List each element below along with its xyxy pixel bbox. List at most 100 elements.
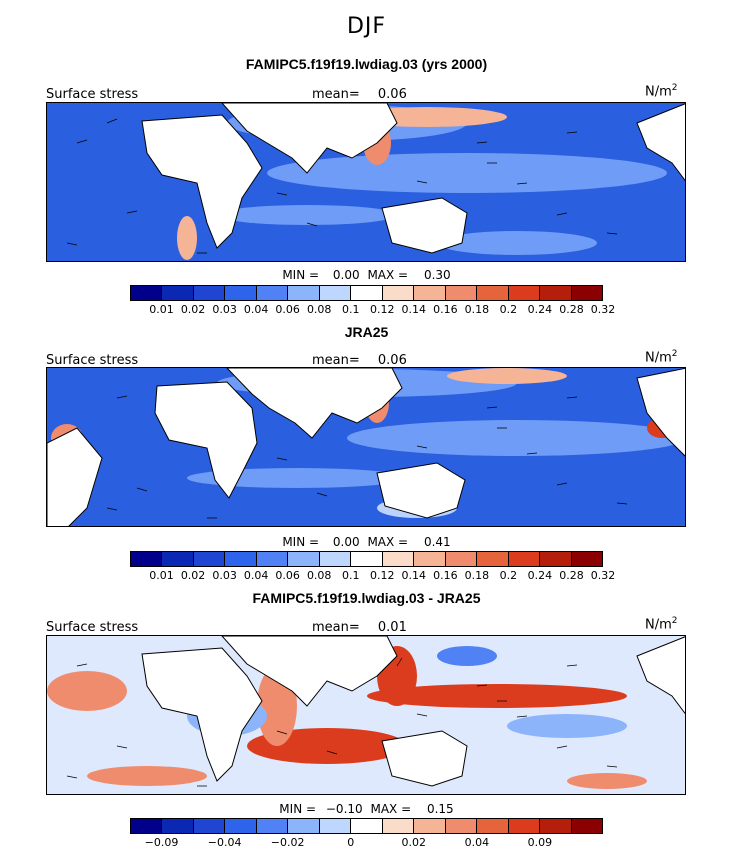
panel-2-min-label: MIN = — [282, 535, 320, 549]
colorbar-swatch — [131, 286, 163, 300]
colorbar-tick-label: 0.04 — [243, 569, 269, 582]
panel-1-max-value: 0.30 — [423, 268, 451, 282]
panel-2-map — [46, 367, 686, 527]
panel-3-max-label: MAX = — [370, 802, 412, 816]
colorbar-swatch — [256, 819, 289, 833]
panel-3-colorbar — [130, 818, 603, 834]
colorbar-swatch — [162, 819, 194, 833]
colorbar-tick-label: 0.04 — [464, 836, 490, 849]
colorbar-tick-label: 0.32 — [590, 569, 616, 582]
panel-3-units-text: N/m — [645, 617, 672, 633]
colorbar-tick-label: 0.12 — [370, 569, 395, 582]
panel-1-units: N/m2 — [645, 83, 678, 99]
colorbar-swatch — [445, 552, 478, 566]
colorbar-swatch — [351, 286, 383, 300]
panel-2-minmax: MIN = 0.00 MAX = 0.41 — [0, 535, 733, 549]
panel-1-map-svg — [47, 103, 685, 261]
panel-3-map-svg — [47, 636, 685, 794]
colorbar-tick-label: −0.04 — [207, 836, 242, 849]
panel-1-map — [46, 102, 686, 262]
panel-3-minmax: MIN = −0.10 MAX = 0.15 — [0, 802, 733, 816]
panel-3-variable-label: Surface stress — [46, 620, 139, 635]
colorbar-tick-label: 0.01 — [149, 569, 174, 582]
colorbar-tick-label: 0 — [347, 836, 355, 849]
panel-2-mean-value: 0.06 — [377, 353, 407, 368]
colorbar-swatch — [445, 819, 478, 833]
colorbar-tick-label: 0.14 — [401, 569, 427, 582]
season-title: DJF — [346, 14, 387, 39]
colorbar-tick-label: −0.09 — [144, 836, 179, 849]
colorbar-swatch — [477, 286, 509, 300]
colorbar-tick-label: 0.06 — [275, 569, 300, 582]
colorbar-tick-label: 0.01 — [149, 303, 174, 316]
colorbar-swatch — [540, 286, 572, 300]
panel-1-title: FAMIPC5.f19f19.lwdiag.03 (yrs 2000) — [245, 56, 488, 72]
colorbar-tick-label: 0.08 — [306, 569, 332, 582]
panel-1-wind-vectors — [66, 118, 618, 254]
colorbar-swatch — [508, 819, 541, 833]
colorbar-tick-label: 0.2 — [499, 569, 518, 582]
colorbar-swatch — [131, 552, 163, 566]
colorbar-tick-label: 0.09 — [527, 836, 553, 849]
colorbar-swatch — [351, 552, 383, 566]
colorbar-swatch — [319, 286, 352, 300]
colorbar-swatch — [540, 819, 572, 833]
panel-2-units-sup: 2 — [671, 349, 678, 359]
panel-1-minmax: MIN = 0.00 MAX = 0.30 — [0, 268, 733, 282]
panel-1-max-label: MAX = — [367, 268, 409, 282]
colorbar-swatch — [162, 286, 194, 300]
colorbar-swatch — [256, 286, 289, 300]
colorbar-tick-label: 0.16 — [433, 303, 458, 316]
panel-2-colorbar-ticks: 0.01 0.02 0.03 0.04 0.06 0.08 0.1 0.12 0.14 0.16 0… — [130, 569, 615, 583]
panel-2-min-value: 0.00 — [332, 535, 360, 549]
colorbar-swatch — [414, 286, 446, 300]
colorbar-tick-label: 0.16 — [433, 569, 458, 582]
colorbar-tick-label: 0.02 — [180, 303, 206, 316]
panel-3-min-value: −0.10 — [325, 802, 363, 816]
colorbar-swatch — [319, 552, 352, 566]
panel-2-units-text: N/m — [645, 350, 672, 366]
panel-1-mean-label: mean= 0.06 — [312, 87, 407, 102]
panel-1-min-value: 0.00 — [332, 268, 360, 282]
colorbar-swatch — [382, 552, 415, 566]
panel-1-colorbar — [130, 285, 603, 301]
colorbar-swatch — [571, 819, 603, 833]
panel-3-units: N/m2 — [645, 616, 678, 632]
panel-3-mean-value: 0.01 — [377, 620, 407, 635]
colorbar-swatch — [193, 286, 226, 300]
colorbar-swatch — [571, 286, 603, 300]
panel-2-title: JRA25 — [344, 324, 389, 340]
colorbar-tick-label: 0.18 — [464, 569, 490, 582]
panel-2-max-label: MAX = — [367, 535, 409, 549]
colorbar-swatch — [477, 819, 509, 833]
colorbar-tick-label: 0.03 — [212, 303, 237, 316]
panel-1-colorbar-ticks: 0.01 0.02 0.03 0.04 0.06 0.08 0.1 0.12 0.14 0.16 0… — [130, 303, 615, 317]
colorbar-swatch — [508, 286, 541, 300]
colorbar-tick-label: 0.28 — [559, 569, 584, 582]
colorbar-tick-label: 0.12 — [370, 303, 395, 316]
panel-3-map — [46, 635, 686, 795]
colorbar-swatch — [477, 552, 509, 566]
colorbar-swatch — [193, 819, 226, 833]
colorbar-swatch — [508, 552, 541, 566]
colorbar-tick-label: 0.32 — [590, 303, 616, 316]
colorbar-tick-label: 0.08 — [306, 303, 332, 316]
panel-2-mean-text: mean= — [312, 353, 360, 368]
colorbar-swatch — [382, 286, 415, 300]
colorbar-swatch — [131, 819, 163, 833]
colorbar-swatch — [288, 286, 320, 300]
colorbar-swatch — [225, 819, 257, 833]
colorbar-swatch — [540, 552, 572, 566]
panel-1-mean-value: 0.06 — [377, 87, 407, 102]
colorbar-tick-label: 0.02 — [401, 836, 427, 849]
colorbar-tick-label: −0.02 — [270, 836, 305, 849]
colorbar-swatch — [193, 552, 226, 566]
panel-2-mean-label: mean= 0.06 — [312, 353, 407, 368]
panel-3-mean-text: mean= — [312, 620, 360, 635]
panel-3-mean-label: mean= 0.01 — [312, 620, 407, 635]
colorbar-tick-label: 0.14 — [401, 303, 427, 316]
colorbar-swatch — [225, 552, 257, 566]
colorbar-tick-label: 0.03 — [212, 569, 237, 582]
panel-1-units-sup: 2 — [671, 83, 678, 93]
colorbar-swatch — [288, 819, 320, 833]
